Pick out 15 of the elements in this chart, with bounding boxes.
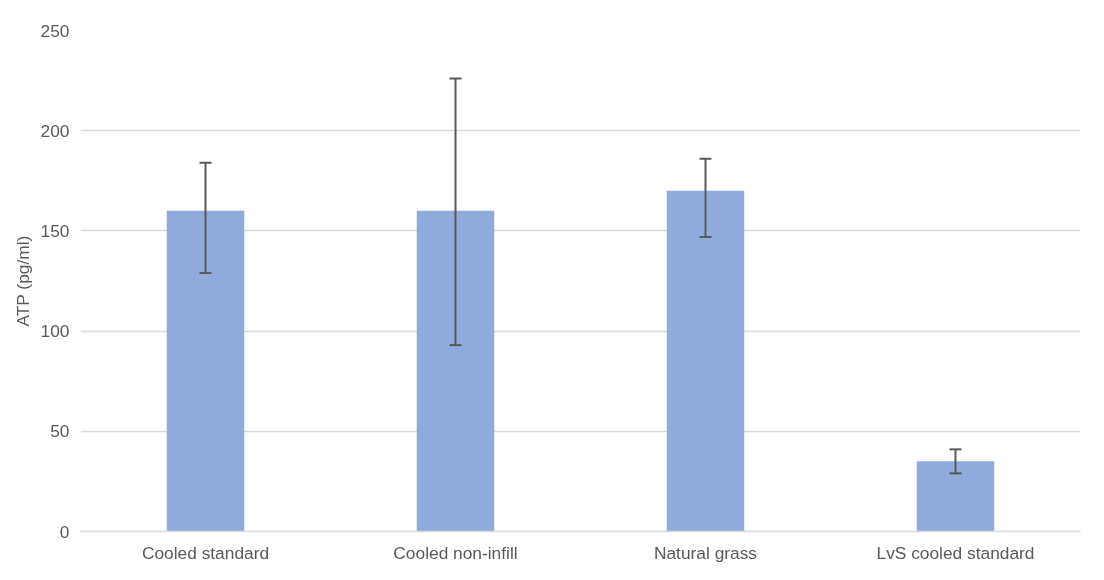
y-tick-label: 100 [40,321,70,342]
y-tick-label: 200 [40,120,70,141]
y-tick-label: 0 [59,521,70,542]
x-tick-label: Natural grass [653,542,758,563]
x-tick-label: Cooled non-infill [393,542,518,563]
bar [416,210,495,532]
bar [666,190,745,532]
y-tick-label: 150 [40,220,70,241]
bar [916,461,995,532]
x-tick-label: Cooled standard [141,542,270,563]
y-tick-label: 50 [50,421,70,442]
y-tick-label: 250 [40,20,70,41]
y-axis-title: ATP (pg/ml) [12,235,33,327]
x-tick-label: LvS cooled standard [876,542,1035,563]
bar [166,210,245,532]
